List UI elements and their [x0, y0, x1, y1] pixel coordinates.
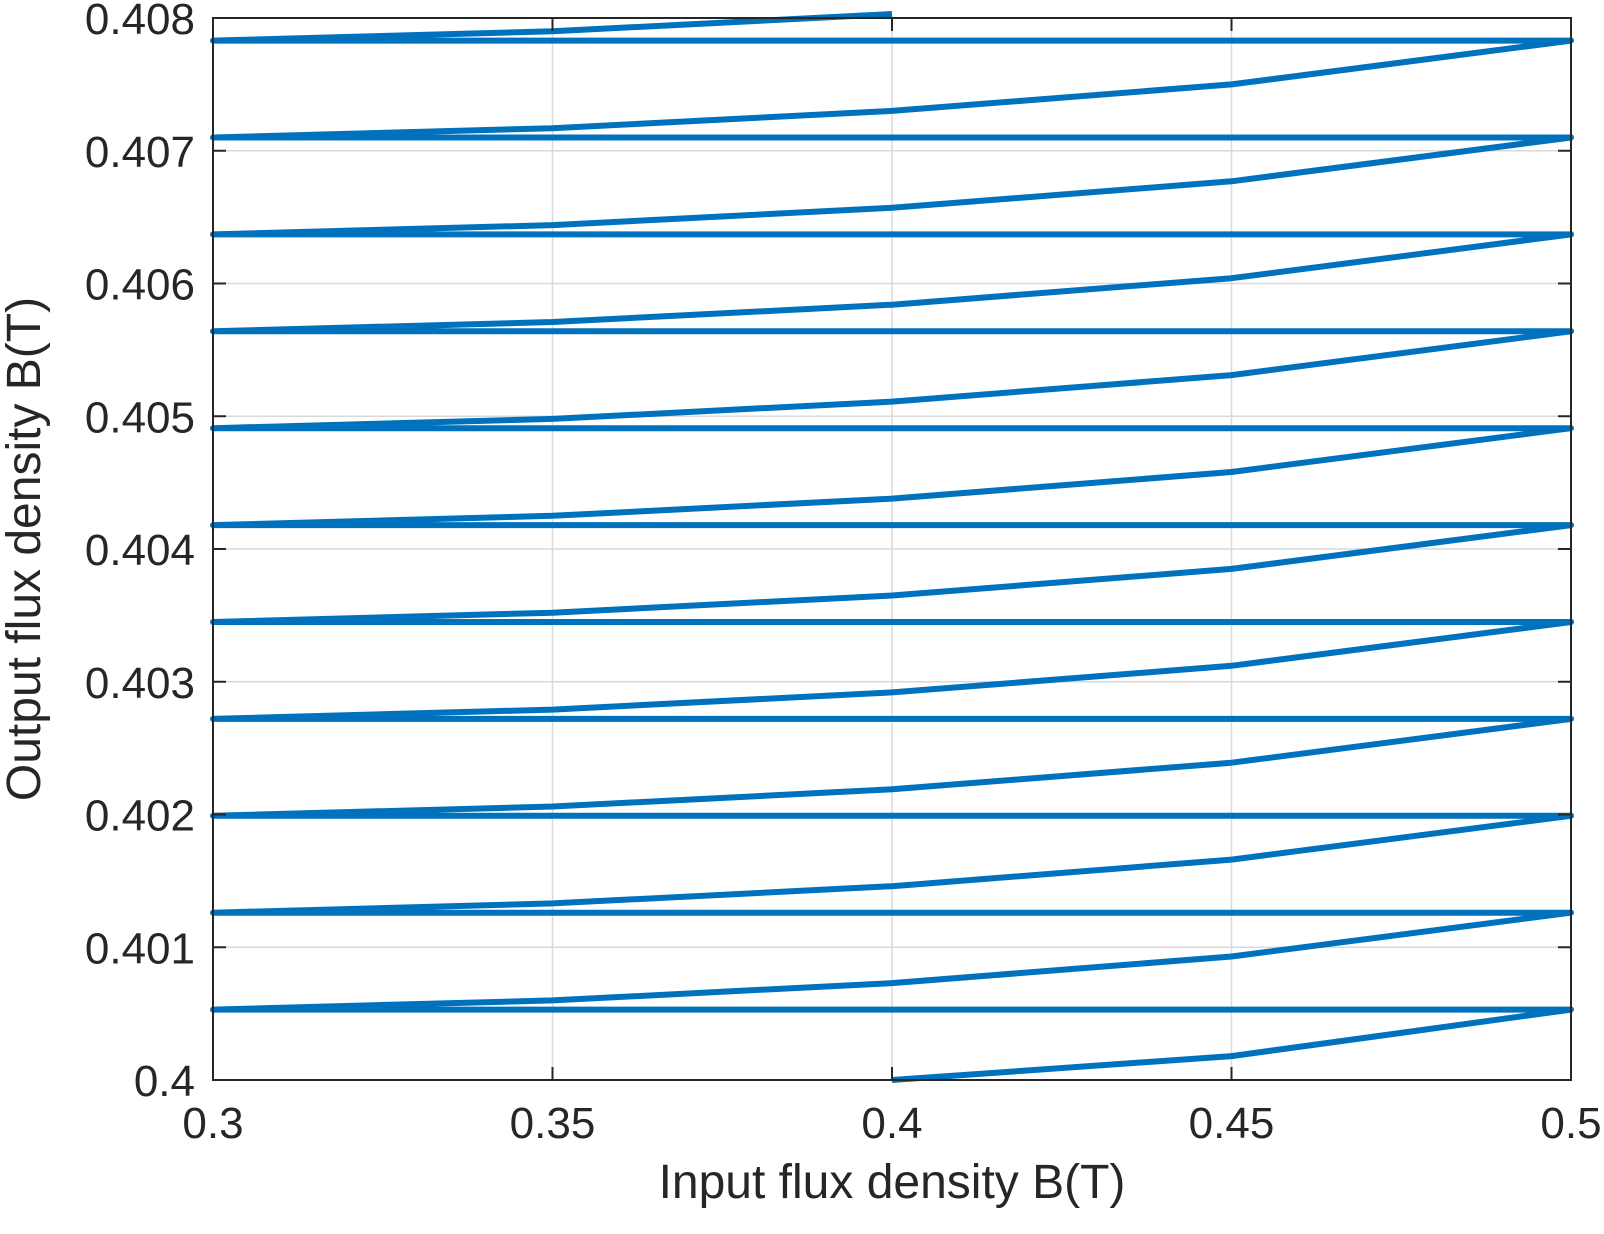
- y-tick-label: 0.407: [85, 128, 195, 177]
- x-axis-tick-labels: 0.3 0.35 0.4 0.45 0.5: [182, 1099, 1601, 1148]
- series-layer: [210, 11, 1574, 1083]
- x-axis-label: Input flux density B(T): [659, 1156, 1126, 1209]
- x-tick-label: 0.5: [1540, 1099, 1601, 1148]
- y-tick-label: 0.4: [134, 1057, 195, 1106]
- y-tick-label: 0.406: [85, 261, 195, 310]
- y-tick-label: 0.401: [85, 924, 195, 973]
- y-tick-label: 0.402: [85, 792, 195, 841]
- x-tick-label: 0.4: [861, 1099, 922, 1148]
- y-tick-label: 0.405: [85, 393, 195, 442]
- x-tick-label: 0.45: [1189, 1099, 1275, 1148]
- x-tick-label: 0.35: [510, 1099, 596, 1148]
- tick-marks: [212, 17, 1572, 1081]
- y-tick-label: 0.403: [85, 659, 195, 708]
- x-tick-label: 0.3: [182, 1099, 243, 1148]
- y-axis-label: Output flux density B(T): [0, 297, 51, 801]
- series-line-1: [210, 11, 1574, 1083]
- y-axis-tick-labels: 0.4 0.401 0.402 0.403 0.404 0.405 0.406 0.407 0.…: [85, 0, 195, 1106]
- y-tick-label: 0.408: [85, 0, 195, 44]
- y-tick-label: 0.404: [85, 526, 195, 575]
